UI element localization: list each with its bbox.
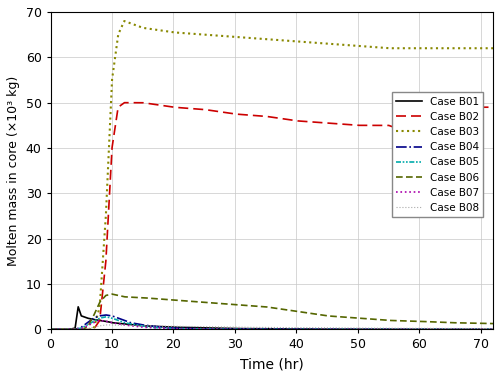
Case B04	[478, 327, 484, 332]
Case B05	[396, 327, 402, 332]
Case B01	[263, 327, 269, 331]
Case B03	[70, 327, 76, 332]
Case B07	[490, 327, 496, 332]
Case B07	[96, 318, 102, 323]
Case B04	[70, 327, 76, 332]
Case B02	[477, 105, 483, 110]
Case B06	[251, 304, 257, 308]
Line: Case B02: Case B02	[50, 103, 493, 330]
Line: Case B08: Case B08	[50, 325, 493, 330]
Case B05	[48, 327, 54, 332]
Case B07	[48, 327, 54, 332]
Case B06	[478, 321, 484, 325]
Case B07	[251, 327, 257, 332]
Case B03	[477, 46, 483, 51]
Case B03	[48, 327, 54, 332]
Case B01	[478, 327, 484, 332]
Case B04	[490, 327, 496, 332]
Case B05	[70, 327, 76, 332]
Case B02	[478, 105, 484, 110]
Case B06	[263, 305, 269, 309]
Case B08	[103, 323, 109, 327]
Case B01	[70, 326, 76, 331]
Case B02	[251, 113, 257, 118]
Line: Case B07: Case B07	[50, 321, 493, 330]
Case B04	[477, 327, 483, 332]
Case B03	[122, 19, 128, 23]
Case B06	[490, 321, 496, 326]
Case B03	[490, 46, 496, 51]
Case B06	[477, 321, 483, 325]
Y-axis label: Molten mass in core (×10³ kg): Molten mass in core (×10³ kg)	[7, 76, 20, 266]
Case B01	[48, 327, 54, 332]
Case B07	[396, 327, 402, 332]
Case B04	[396, 327, 402, 332]
Case B03	[263, 37, 269, 42]
Line: Case B06: Case B06	[50, 294, 493, 330]
Case B05	[251, 327, 257, 332]
Case B06	[109, 292, 115, 296]
Case B05	[103, 314, 109, 319]
X-axis label: Time (hr): Time (hr)	[240, 357, 304, 371]
Case B08	[478, 326, 484, 331]
Case B08	[396, 326, 402, 330]
Case B07	[70, 327, 76, 332]
Case B02	[122, 101, 128, 105]
Case B08	[490, 326, 496, 331]
Case B08	[263, 325, 269, 330]
Legend: Case B01, Case B02, Case B03, Case B04, Case B05, Case B06, Case B07, Case B08: Case B01, Case B02, Case B03, Case B04, …	[392, 93, 484, 217]
Case B01	[75, 305, 81, 309]
Case B07	[478, 327, 484, 332]
Case B04	[263, 327, 269, 332]
Case B06	[70, 327, 76, 332]
Case B01	[396, 327, 402, 332]
Case B04	[103, 313, 109, 317]
Line: Case B04: Case B04	[50, 315, 493, 330]
Case B03	[251, 36, 257, 40]
Case B01	[477, 327, 483, 332]
Case B05	[490, 327, 496, 332]
Case B04	[251, 327, 257, 332]
Case B06	[396, 318, 402, 323]
Line: Case B01: Case B01	[50, 307, 493, 330]
Line: Case B03: Case B03	[50, 21, 493, 330]
Case B01	[490, 327, 496, 332]
Case B05	[263, 327, 269, 332]
Case B01	[251, 327, 257, 331]
Case B05	[478, 327, 484, 332]
Line: Case B05: Case B05	[50, 317, 493, 330]
Case B08	[70, 327, 76, 332]
Case B03	[396, 46, 402, 51]
Case B07	[263, 327, 269, 332]
Case B07	[477, 327, 483, 332]
Case B02	[48, 327, 54, 332]
Case B02	[263, 114, 269, 119]
Case B03	[478, 46, 484, 51]
Case B05	[477, 327, 483, 332]
Case B08	[477, 326, 483, 331]
Case B02	[70, 327, 76, 332]
Case B08	[251, 325, 257, 330]
Case B04	[48, 327, 54, 332]
Case B08	[48, 327, 54, 332]
Case B06	[48, 327, 54, 332]
Case B02	[396, 117, 402, 122]
Case B02	[490, 105, 496, 110]
